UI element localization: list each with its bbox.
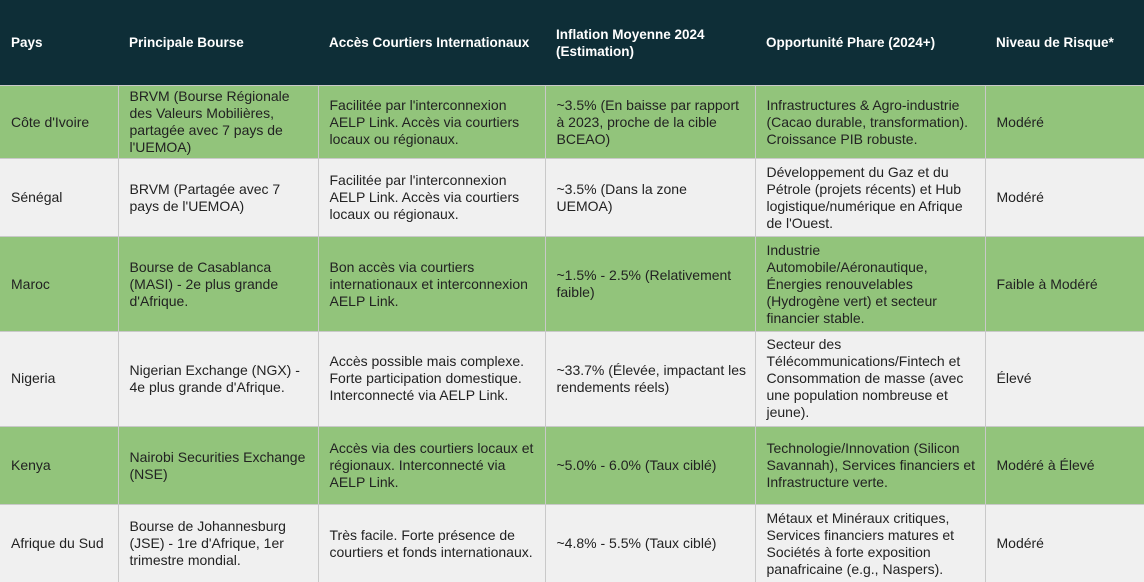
table-cell: Accès possible mais complexe. Forte part… bbox=[317, 330, 545, 427]
table-cell: Élevé bbox=[984, 330, 1144, 427]
table-cell: ~1.5% - 2.5% (Relativement faible) bbox=[544, 236, 755, 332]
table-cell: ~33.7% (Élevée, impactant les rendements… bbox=[544, 330, 755, 427]
header-cell: Principale Bourse bbox=[118, 0, 318, 86]
table-cell: Bon accès via courtiers internationaux e… bbox=[317, 236, 545, 332]
table-row: Côte d'Ivoire BRVM (Bourse Régionale des … bbox=[0, 84, 1144, 159]
table-cell: Bourse de Johannesburg (JSE) - 1re d'Afr… bbox=[117, 504, 318, 582]
table-cell: ~3.5% (En baisse par rapport à 2023, pro… bbox=[544, 84, 755, 159]
table-cell: Développement du Gaz et du Pétrole (proj… bbox=[754, 158, 985, 237]
table-cell: Infrastructures & Agro-industrie (Cacao … bbox=[754, 84, 985, 159]
table-cell: Facilitée par l'interconnexion AELP Link… bbox=[317, 158, 545, 237]
table-cell: ~5.0% - 6.0% (Taux ciblé) bbox=[544, 426, 755, 505]
table-row: Afrique du Sud Bourse de Johannesburg (JS… bbox=[0, 504, 1144, 582]
table-row: Maroc Bourse de Casablanca (MASI) - 2e pl… bbox=[0, 236, 1144, 332]
table-cell: ~4.8% - 5.5% (Taux ciblé) bbox=[544, 504, 755, 582]
table-cell: Modéré à Élevé bbox=[984, 426, 1144, 505]
header-cell: Pays bbox=[0, 0, 118, 86]
table-cell: Modéré bbox=[984, 504, 1144, 582]
table-body: Côte d'Ivoire BRVM (Bourse Régionale des … bbox=[0, 84, 1144, 582]
table-cell: Modéré bbox=[984, 158, 1144, 237]
header-cell: Accès Courtiers Internationaux bbox=[318, 0, 545, 86]
table-cell: Métaux et Minéraux critiques, Services f… bbox=[754, 504, 985, 582]
table-cell: Secteur des Télécommunications/Fintech e… bbox=[754, 330, 985, 427]
table-cell: Industrie Automobile/Aéronautique, Énerg… bbox=[754, 236, 985, 332]
table-cell: Faible à Modéré bbox=[984, 236, 1144, 332]
table-cell: Côte d'Ivoire bbox=[0, 84, 118, 159]
table-cell: Très facile. Forte présence de courtiers… bbox=[317, 504, 545, 582]
table-cell: Nairobi Securities Exchange (NSE) bbox=[117, 426, 318, 505]
table-cell: ~3.5% (Dans la zone UEMOA) bbox=[544, 158, 755, 237]
table-cell: Kenya bbox=[0, 426, 118, 505]
header-cell: Opportunité Phare (2024+) bbox=[755, 0, 985, 86]
table-row: Kenya Nairobi Securities Exchange (NSE) Ac… bbox=[0, 426, 1144, 505]
table-cell: Afrique du Sud bbox=[0, 504, 118, 582]
table-cell: Facilitée par l'interconnexion AELP Link… bbox=[317, 84, 545, 159]
header-cell: Inflation Moyenne 2024 (Estimation) bbox=[545, 0, 755, 86]
table-cell: Accès via des courtiers locaux et région… bbox=[317, 426, 545, 505]
table-cell: BRVM (Partagée avec 7 pays de l'UEMOA) bbox=[117, 158, 318, 237]
header-cell: Niveau de Risque* bbox=[985, 0, 1144, 86]
table-cell: Maroc bbox=[0, 236, 118, 332]
table-cell: Sénégal bbox=[0, 158, 118, 237]
table-cell: BRVM (Bourse Régionale des Valeurs Mobil… bbox=[117, 84, 318, 159]
header-row: Pays Principale Bourse Accès Courtiers Int… bbox=[0, 0, 1144, 86]
table-cell: Modéré bbox=[984, 84, 1144, 159]
table-cell: Technologie/Innovation (Silicon Savannah… bbox=[754, 426, 985, 505]
table-cell: Bourse de Casablanca (MASI) - 2e plus gr… bbox=[117, 236, 318, 332]
table-cell: Nigeria bbox=[0, 330, 118, 427]
table-row: Nigeria Nigerian Exchange (NGX) - 4e plus… bbox=[0, 330, 1144, 427]
table-cell: Nigerian Exchange (NGX) - 4e plus grande… bbox=[117, 330, 318, 427]
table-row: Sénégal BRVM (Partagée avec 7 pays de l'U… bbox=[0, 158, 1144, 237]
